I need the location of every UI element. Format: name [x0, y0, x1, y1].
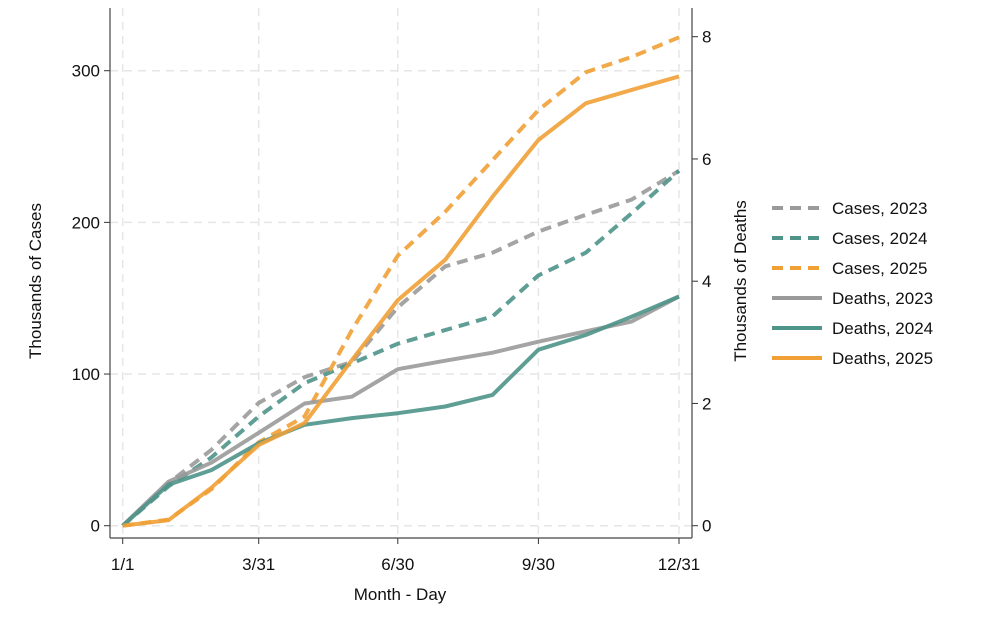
- y-tick-label-right: 4: [702, 272, 711, 291]
- gridlines: [110, 8, 692, 538]
- legend-label: Cases, 2024: [832, 229, 927, 248]
- series-line-cases-2023: [121, 169, 681, 528]
- legend-label: Deaths, 2024: [832, 319, 933, 338]
- y-tick-label-right: 2: [702, 394, 711, 413]
- series-line-deaths-2025: [122, 74, 680, 528]
- y-tick-label-right: 0: [702, 517, 711, 536]
- x-tick-label: 1/1: [111, 555, 135, 574]
- series-line-deaths-2023: [121, 294, 680, 528]
- y-tick-label-right: 8: [702, 28, 711, 47]
- y-tick-label-left: 0: [91, 517, 100, 536]
- legend-label: Cases, 2025: [832, 259, 927, 278]
- y-tick-label-left: 200: [72, 213, 100, 232]
- legend-label: Deaths, 2025: [832, 349, 933, 368]
- legend: Cases, 2023 Cases, 2024 Cases, 2025 Deaths,…: [772, 199, 933, 368]
- series-line-deaths-2024: [121, 294, 680, 528]
- x-tick-label: 12/31: [658, 555, 701, 574]
- x-tick-label: 3/31: [242, 555, 275, 574]
- x-tick-label: 6/30: [381, 555, 414, 574]
- y-tick-label-right: 6: [702, 150, 711, 169]
- x-axis-label: Month - Day: [354, 585, 447, 604]
- x-tick-label: 9/30: [522, 555, 555, 574]
- legend-label: Cases, 2023: [832, 199, 927, 218]
- y-tick-label-left: 100: [72, 365, 100, 384]
- series-line-cases-2024: [121, 169, 681, 528]
- y-tick-label-left: 300: [72, 62, 100, 81]
- legend-label: Deaths, 2023: [832, 289, 933, 308]
- y-axis-label-left: Thousands of Cases: [26, 203, 45, 359]
- series-lines: [121, 35, 681, 528]
- y-axis-label-right: Thousands of Deaths: [731, 200, 750, 362]
